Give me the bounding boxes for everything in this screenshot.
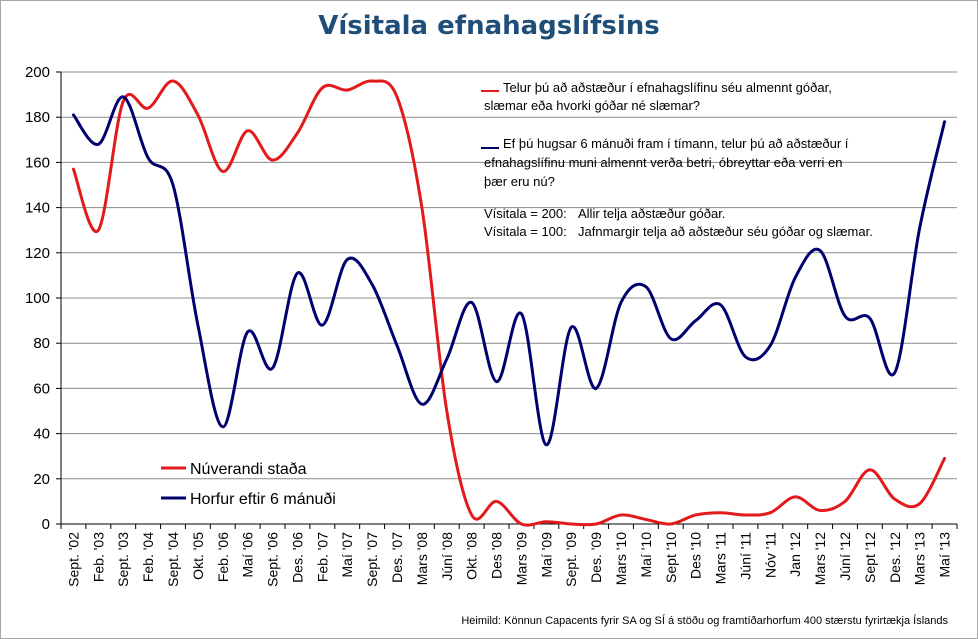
- annotation-q1-line2: slæmar eða hvorki góðar né slæmar?: [484, 98, 700, 113]
- x-tick-label: Feb. '04: [140, 532, 156, 582]
- y-tick-label: 140: [25, 200, 50, 217]
- x-tick-label: Mars '13: [912, 532, 928, 585]
- x-tick-label: Sept. '09: [563, 532, 579, 587]
- x-tick-label: Mars '12: [812, 532, 828, 585]
- y-tick-label: 80: [33, 335, 50, 352]
- x-tick-label: Okt. '08: [464, 532, 480, 580]
- x-tick-label: Nóv '11: [762, 532, 778, 578]
- y-tick-label: 40: [33, 426, 50, 443]
- annotation-q1-line1: Telur þú að aðstæður í efnahagslífinu sé…: [503, 80, 832, 95]
- annotation-index200-label: Vísitala = 200:: [484, 206, 567, 221]
- annotation-index100-text: Jafnmargir telja að aðstæður séu góðar o…: [578, 224, 873, 239]
- x-tick-label: Des. '09: [588, 532, 604, 583]
- x-tick-label: Mars '09: [513, 532, 529, 585]
- chart-title: Vísitala efnahagslífsins: [318, 11, 660, 41]
- x-tick-label: Feb. '06: [215, 532, 231, 582]
- y-tick-label: 0: [42, 516, 50, 533]
- y-tick-label: 160: [25, 154, 50, 171]
- x-tick-label: Feb. '07: [314, 532, 330, 582]
- x-tick-label: Júní '11: [737, 532, 753, 580]
- x-tick-label: Maí '13: [937, 532, 953, 578]
- x-tick-label: Sept. '04: [165, 532, 181, 587]
- annotation-index200-text: Allir telja aðstæður góðar.: [578, 206, 725, 221]
- annotation-index100-label: Vísitala = 100:: [484, 224, 567, 239]
- legend: Núverandi staða Horfur eftir 6 mánuði: [161, 461, 336, 508]
- x-tick-label: Des. '12: [887, 532, 903, 583]
- source-note: Heimild: Könnun Capacents fyrir SA og SÍ…: [461, 614, 948, 627]
- x-tick-label: Mars '11: [713, 532, 729, 584]
- series-line-outlook: [71, 95, 947, 447]
- x-tick-label: Sept '12: [862, 532, 878, 583]
- x-tick-label: Des '10: [688, 532, 704, 579]
- series-lines: [71, 79, 947, 527]
- x-tick-label: Mars '08: [414, 532, 430, 585]
- annotation-box: Telur þú að aðstæður í efnahagslífinu sé…: [481, 80, 873, 239]
- x-axis: Sept. '02 Feb. '03 Sept. '03 Feb. '04 Sept. …: [60, 523, 958, 587]
- x-tick-label: Júní '12: [837, 532, 853, 581]
- y-tick-label: 180: [25, 109, 50, 126]
- x-tick-label: Sept '10: [663, 532, 679, 583]
- x-tick-label: Maí '07: [339, 532, 355, 578]
- x-tick-label: Maí '09: [538, 532, 554, 578]
- x-tick-label: Des. '07: [389, 532, 405, 583]
- y-tick-label: 20: [33, 471, 50, 488]
- annotation-q2-line1: Ef þú hugsar 6 mánuði fram í tímann, tel…: [503, 136, 849, 151]
- x-tick-label: Maí '06: [240, 532, 256, 578]
- x-tick-label: Sept. '03: [115, 532, 131, 587]
- annotation-q2-line3: þær eru nú?: [484, 174, 555, 189]
- legend-label-current: Núverandi staða: [190, 461, 307, 478]
- y-tick-label: 200: [25, 64, 50, 81]
- gridlines: [61, 71, 957, 480]
- x-tick-label: Des. '06: [289, 532, 305, 583]
- x-tick-label: Sept. '02: [65, 532, 81, 587]
- x-tick-label: Des '08: [489, 532, 505, 579]
- x-tick-label: Júní '08: [439, 532, 455, 581]
- x-tick-label: Maí '10: [638, 532, 654, 578]
- x-tick-label: Okt. '05: [190, 532, 206, 580]
- x-tick-label: Sept. '07: [364, 532, 380, 587]
- y-tick-label: 60: [33, 380, 50, 397]
- x-tick-label: Feb. '03: [90, 532, 106, 582]
- x-tick-label: Mars '10: [613, 532, 629, 585]
- legend-label-outlook: Horfur eftir 6 mánuði: [190, 491, 336, 508]
- y-axis: 0 20 40 60 80 100 120 140 160 180 200: [25, 64, 62, 533]
- x-tick-label: Jan '12: [787, 532, 803, 577]
- y-tick-label: 100: [25, 290, 50, 307]
- y-tick-label: 120: [25, 245, 50, 262]
- x-tick-label: Sept. '06: [265, 532, 281, 587]
- annotation-q2-line2: efnahagslífinu muni almennt verða betri,…: [484, 155, 842, 170]
- series-line-current: [71, 79, 947, 527]
